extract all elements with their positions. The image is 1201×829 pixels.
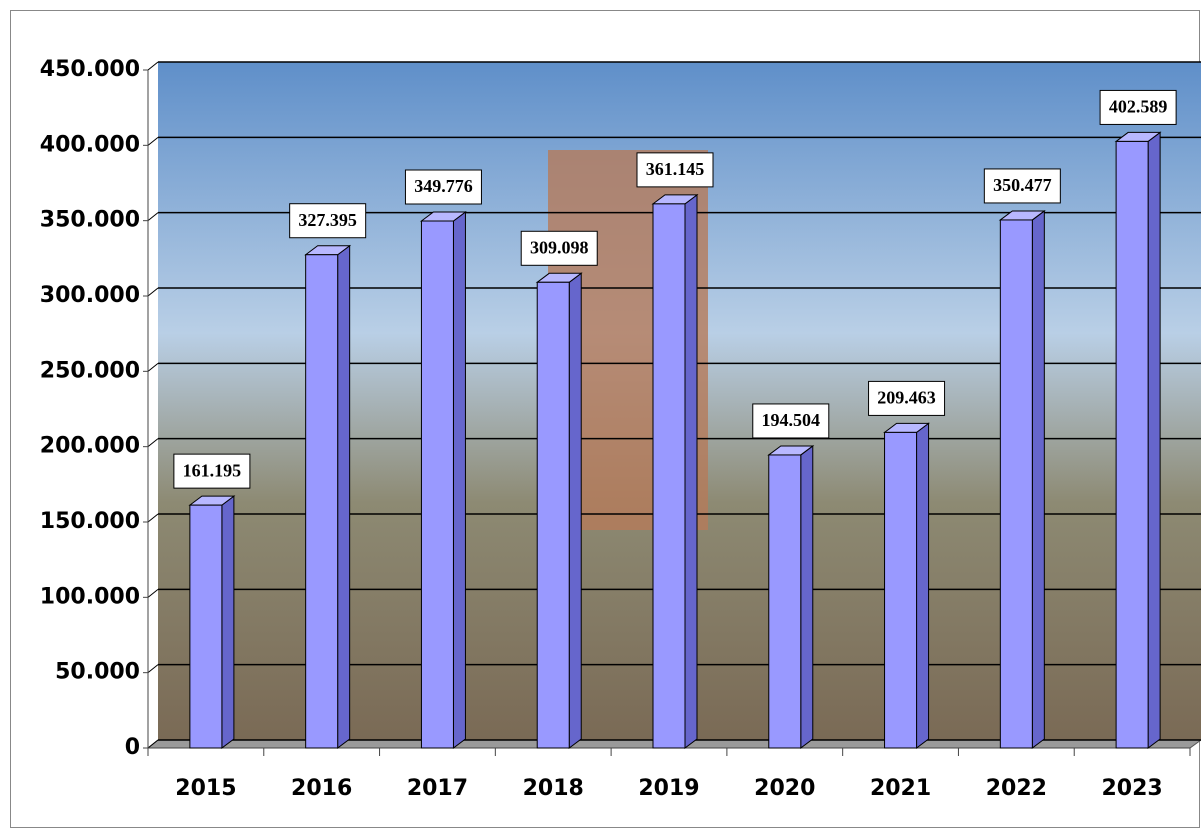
y-tick-label: 150.000 <box>40 509 140 534</box>
bar <box>306 255 338 748</box>
y-tick-label: 300.000 <box>40 283 140 308</box>
x-tick-label: 2023 <box>1101 776 1162 801</box>
bar-side <box>453 212 465 748</box>
bar-side <box>569 273 581 748</box>
value-label: 350.477 <box>993 175 1052 195</box>
x-tick-label: 2016 <box>291 776 352 801</box>
x-tick-label: 2017 <box>407 776 468 801</box>
bar <box>537 282 569 748</box>
x-tick-label: 2018 <box>523 776 584 801</box>
bar <box>1116 141 1148 748</box>
y-tick-label: 200.000 <box>40 434 140 459</box>
bar-side <box>222 496 234 748</box>
bar <box>653 204 685 748</box>
y-tick-label: 250.000 <box>40 358 140 383</box>
x-tick-label: 2022 <box>986 776 1047 801</box>
value-label: 402.589 <box>1109 97 1168 117</box>
value-label: 209.463 <box>877 388 936 408</box>
x-tick-label: 2015 <box>175 776 236 801</box>
bar <box>421 221 453 748</box>
value-label: 194.504 <box>762 410 821 430</box>
bar <box>769 455 801 748</box>
y-tick-label: 350.000 <box>40 208 140 233</box>
bar-side <box>1032 211 1044 748</box>
y-tick-label: 0 <box>125 735 140 760</box>
bar-side <box>917 423 929 748</box>
bar <box>885 432 917 748</box>
value-label: 161.195 <box>183 460 242 480</box>
x-tick-label: 2019 <box>638 776 699 801</box>
bar <box>190 505 222 748</box>
bar-side <box>338 246 350 748</box>
x-tick-label: 2020 <box>754 776 815 801</box>
value-label: 349.776 <box>414 176 473 196</box>
bar-side <box>1148 132 1160 748</box>
bar <box>1000 220 1032 748</box>
bar-side <box>685 195 697 748</box>
value-label: 309.098 <box>530 237 589 257</box>
y-tick-label: 50.000 <box>55 660 140 685</box>
y-tick-label: 450.000 <box>40 57 140 82</box>
x-tick-label: 2021 <box>870 776 931 801</box>
bar-side <box>801 446 813 748</box>
y-tick-label: 100.000 <box>40 584 140 609</box>
value-label: 361.145 <box>646 159 705 179</box>
chart: 0 50.000 100.000 150.000 200.000 250.000 300.0… <box>0 0 1201 829</box>
y-tick-label: 400.000 <box>40 132 140 157</box>
value-label: 327.395 <box>298 210 357 230</box>
